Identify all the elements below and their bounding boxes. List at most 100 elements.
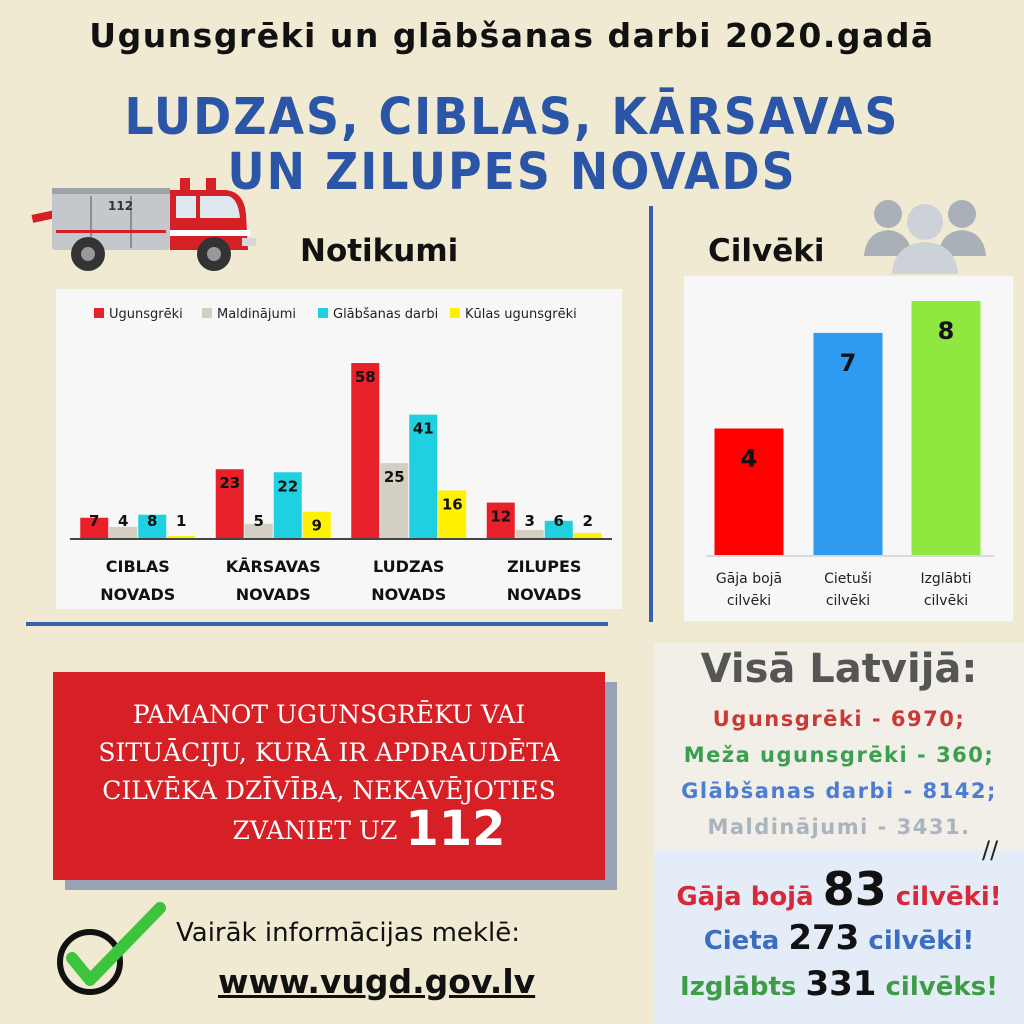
more-info-text: Vairāk informācijas meklē: [176, 918, 520, 948]
alert-line-3: CILVĒKA DZĪVĪBA, NEKAVĒJOTIES [102, 776, 556, 805]
category-label: NOVADS [100, 585, 175, 604]
people-icon [864, 200, 986, 274]
slash-mark: // [982, 836, 999, 864]
category-label: LUDZAS [373, 557, 444, 576]
category-label: cilvēki [924, 593, 968, 609]
region-title-line-2: UN ZILUPES NOVADS [227, 143, 797, 202]
horizontal-divider [26, 622, 608, 626]
people-chart-panel: 4 Gāja bojā cilvēki 7 Cietuši cilvēki 8 Izglābt… [684, 276, 1013, 621]
bar [215, 469, 244, 539]
bar [351, 363, 380, 539]
stat-rescue-works: Glābšanas darbi - 8142; [681, 779, 997, 803]
bar [380, 463, 409, 539]
data-label: 7 [840, 349, 857, 377]
total-injured: Cieta 273 cilvēki! [654, 918, 1024, 958]
legend-label-0: Ugunsgrēki [109, 307, 183, 322]
events-chart-panel: Ugunsgrēki Maldinājumi Glābšanas darbi Kūla… [56, 289, 622, 609]
data-label: 4 [741, 445, 758, 473]
alert-text: PAMANOT UGUNSGRĒKU VAI SITUĀCIJU, KURĀ I… [53, 696, 605, 853]
alert-call-text: ZVANIET UZ [232, 816, 398, 845]
legend-swatch-3 [450, 308, 460, 318]
legend-swatch-2 [318, 308, 328, 318]
category-label: CIBLAS [106, 557, 170, 576]
bar [109, 526, 138, 539]
stat-fires: Ugunsgrēki - 6970; [712, 707, 966, 731]
alert-call-line: ZVANIET UZ 112 [93, 805, 645, 853]
category-label: NOVADS [507, 585, 582, 604]
total-died: Gāja bojā 83 cilvēki! [654, 862, 1024, 916]
latvia-totals-panel [654, 850, 1024, 1024]
bar [244, 523, 273, 539]
category-label: cilvēki [826, 593, 870, 609]
website-link[interactable]: www.vugd.gov.lv [218, 962, 536, 1001]
category-label: NOVADS [236, 585, 311, 604]
data-label: 8 [147, 512, 157, 530]
data-label: 22 [277, 477, 298, 495]
category-label: Izglābti [920, 571, 971, 587]
total-died-suffix: cilvēki! [895, 882, 1002, 912]
total-saved: Izglābts 331 cilvēks! [654, 964, 1024, 1004]
truck-label: 112 [108, 199, 133, 213]
latvia-stats-panel [654, 643, 1024, 850]
vertical-divider [649, 206, 653, 622]
alert-line-2: SITUĀCIJU, KURĀ IR APDRAUDĒTA [98, 738, 560, 767]
fire-truck-icon: 112 [31, 178, 256, 271]
total-injured-value: 273 [788, 918, 860, 958]
category-label: ZILUPES [507, 557, 581, 576]
stat-false-alarms: Maldinājumi - 3431. [707, 815, 971, 839]
data-label: 6 [554, 512, 564, 530]
emergency-alert-box: PAMANOT UGUNSGRĒKU VAI SITUĀCIJU, KURĀ I… [53, 672, 605, 880]
data-label: 16 [442, 495, 463, 513]
bar [544, 520, 573, 539]
bar [486, 502, 515, 539]
category-label: NOVADS [371, 585, 446, 604]
legend-swatch-0 [94, 308, 104, 318]
checkmark-icon [57, 902, 166, 995]
bar [573, 532, 602, 539]
bar [302, 511, 331, 539]
bar [911, 301, 981, 556]
bar [409, 414, 438, 539]
data-label: 25 [384, 468, 405, 486]
category-label: Gāja bojā [716, 571, 782, 587]
bar [813, 332, 883, 556]
legend-label-1: Maldinājumi [217, 307, 296, 322]
bar [515, 529, 544, 539]
emergency-number: 112 [405, 801, 506, 857]
people-chart: 4 Gāja bojā cilvēki 7 Cietuši cilvēki 8 Izglābt… [706, 301, 994, 609]
legend-label-3: Kūlas ugunsgrēki [465, 307, 577, 322]
events-section-title: Notikumi [300, 233, 459, 269]
bar [438, 490, 467, 539]
stat-forest-fires: Meža ugunsgrēki - 360; [683, 743, 995, 767]
data-label: 3 [525, 512, 535, 530]
total-died-label: Gāja bojā [676, 882, 814, 912]
legend-label-2: Glābšanas darbi [333, 307, 438, 322]
data-label: 1 [176, 512, 186, 530]
people-section-title: Cilvēki [708, 233, 825, 269]
category-label: Cietuši [824, 571, 872, 587]
latvia-stats-title: Visā Latvijā: [700, 646, 978, 692]
main-title: Ugunsgrēki un glābšanas darbi 2020.gadā [89, 16, 935, 55]
total-injured-label: Cieta [703, 926, 780, 956]
bar [80, 517, 109, 539]
bar [167, 535, 196, 539]
events-chart: Ugunsgrēki Maldinājumi Glābšanas darbi Kūla… [70, 307, 612, 604]
alert-line-1: PAMANOT UGUNSGRĒKU VAI [132, 700, 526, 729]
category-label: cilvēki [727, 593, 771, 609]
total-saved-value: 331 [805, 964, 877, 1004]
data-label: 7 [89, 512, 99, 530]
data-label: 58 [355, 368, 376, 386]
total-injured-suffix: cilvēki! [868, 926, 975, 956]
data-label: 2 [583, 512, 593, 530]
bar [273, 472, 302, 539]
data-label: 4 [118, 512, 128, 530]
region-title-line-1: LUDZAS, CIBLAS, KĀRSAVAS [124, 88, 900, 147]
data-label: 9 [312, 517, 322, 535]
data-label: 12 [490, 508, 511, 526]
legend-swatch-1 [202, 308, 212, 318]
data-label: 8 [938, 317, 955, 345]
category-label: KĀRSAVAS [226, 556, 321, 576]
data-label: 5 [254, 512, 264, 530]
bar [714, 428, 784, 556]
